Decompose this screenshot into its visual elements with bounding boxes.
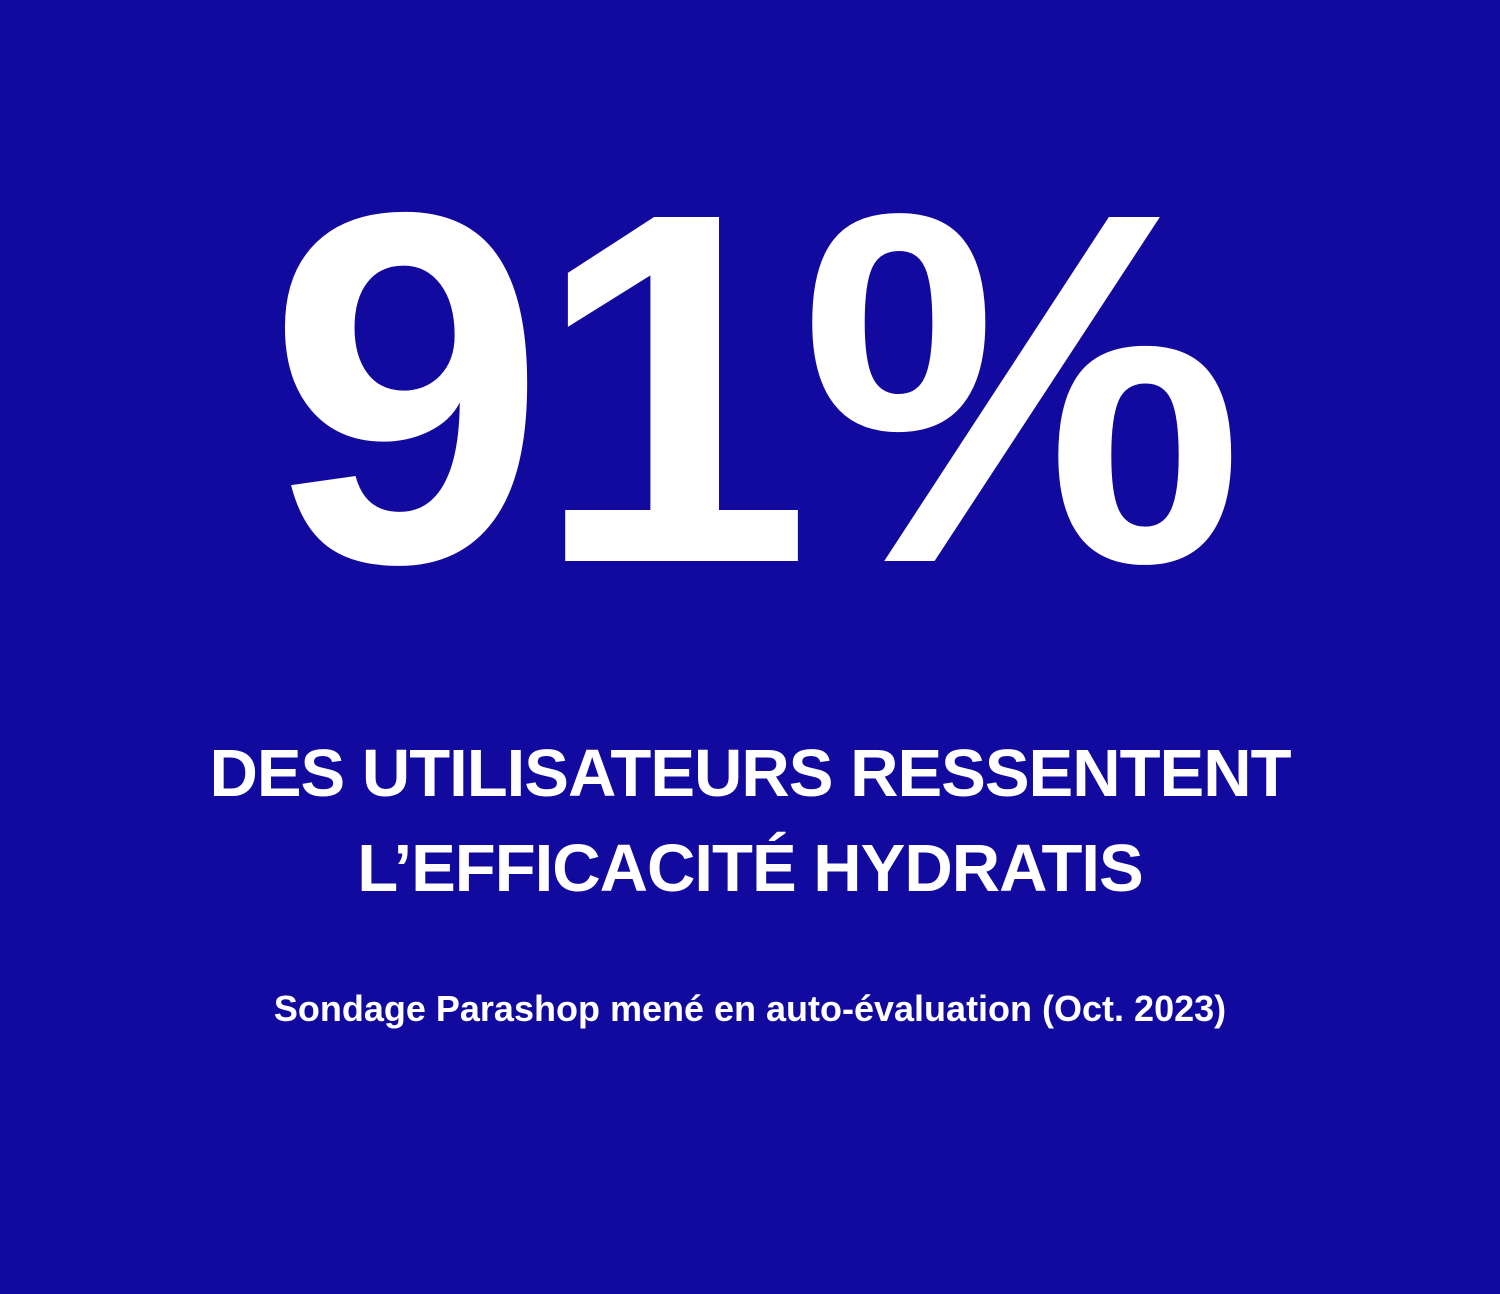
- stat-headline-line-2: L’EFFICACITÉ HYDRATIS: [357, 831, 1143, 907]
- source-note: Sondage Parashop mené en auto-évaluation…: [273, 988, 1227, 1030]
- stat-headline-line-1: DES UTILISATEURS RESSENTENT: [209, 736, 1291, 811]
- stat-value: 91%: [267, 108, 1245, 667]
- stat-headline: DES UTILISATEURS RESSENTENT L’EFFICACITÉ…: [209, 726, 1291, 916]
